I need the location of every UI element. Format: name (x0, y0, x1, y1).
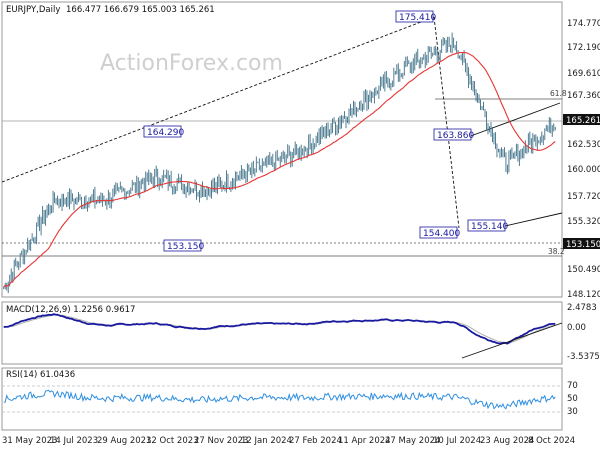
svg-text:155.140: 155.140 (471, 222, 508, 232)
x-tick-label: 12 Oct 2023 (146, 436, 199, 446)
label-164290: 164.290 (143, 125, 184, 138)
price-tick-label: 160.000 (567, 165, 600, 175)
moving-average-line (3, 52, 556, 288)
rsi-tick-label: 30 (567, 407, 578, 417)
svg-text:164.290: 164.290 (147, 128, 184, 138)
level-badge (563, 238, 600, 249)
chart-header-symbol: EURJPY,Daily (6, 5, 60, 15)
last-price-label: 165.261 (566, 116, 600, 126)
label-175410: 175.410 (395, 10, 436, 23)
x-tick-label: 29 Aug 2023 (97, 436, 151, 446)
label-153150: 153.150 (163, 239, 204, 252)
price-tick-label: 155.320 (567, 217, 600, 227)
fib-382-label: 38.2 (548, 247, 565, 256)
rsi-tick-label: 50 (567, 394, 578, 404)
price-tick-label: 172.190 (567, 43, 600, 53)
svg-text:154.400: 154.400 (423, 229, 460, 239)
price-tick-label: 148.120 (567, 290, 600, 300)
x-tick-label: 10 Jul 2024 (433, 436, 481, 446)
price-tick-label: 167.360 (567, 91, 600, 101)
price-panel-frame (1, 1, 563, 298)
svg-text:153.150: 153.150 (167, 242, 204, 252)
x-tick-label: 8 Oct 2024 (528, 436, 575, 446)
macd-tick-label: -3.5375 (567, 352, 600, 362)
macd-trend-line (461, 322, 563, 359)
x-tick-label: 27 May 2024 (385, 436, 440, 446)
x-tick-label: 31 May 2023 (2, 436, 57, 446)
macd-tick-label: 2.4783 (567, 303, 597, 313)
rsi-panel-frame (1, 367, 563, 431)
macd-signal-line (3, 314, 556, 344)
label-163860: 163.860 (433, 128, 474, 141)
x-tick-label: 27 Feb 2024 (289, 436, 342, 446)
x-tick-label: 12 Jan 2024 (241, 436, 292, 446)
macd-label: MACD(12,26,9) 1.2256 0.9617 (6, 305, 135, 315)
price-tick-label: 169.610 (567, 69, 600, 79)
chart-header-ohlc: 166.477 166.679 165.003 165.261 (66, 5, 215, 15)
price-tick-label: 174.770 (567, 19, 600, 29)
svg-text:175.410: 175.410 (399, 13, 436, 23)
rsi-label: RSI(14) 61.0436 (6, 370, 75, 380)
price-tick-label: 157.720 (567, 192, 600, 202)
level-badge-label: 153.150 (566, 240, 600, 250)
label-155140: 155.140 (467, 219, 508, 232)
rising-channel-bottom (504, 212, 563, 227)
macd-main-line (3, 313, 556, 345)
x-tick-label: 14 Jul 2023 (50, 436, 98, 446)
price-tick-label: 162.530 (567, 140, 600, 150)
watermark: ActionForex.com (100, 51, 283, 76)
price-series (3, 32, 556, 294)
label-154400: 154.400 (419, 226, 460, 239)
macd-panel-frame (1, 301, 563, 365)
price-tick-label: 150.490 (567, 265, 600, 275)
last-price-badge (563, 114, 600, 125)
rsi-line (3, 389, 556, 410)
fall-line-dotted (433, 16, 460, 229)
trend-channel-dotted (1, 16, 435, 183)
x-tick-label: 11 Apr 2024 (338, 436, 391, 446)
macd-tick-label: 0.00 (567, 323, 586, 333)
rising-channel-top (467, 102, 561, 138)
fib-618-label: 61.8 (550, 89, 567, 98)
x-tick-label: 27 Nov 2023 (194, 436, 248, 446)
svg-text:163.860: 163.860 (437, 131, 474, 141)
rsi-tick-label: 70 (567, 381, 578, 391)
x-tick-label: 23 Aug 2024 (480, 436, 534, 446)
